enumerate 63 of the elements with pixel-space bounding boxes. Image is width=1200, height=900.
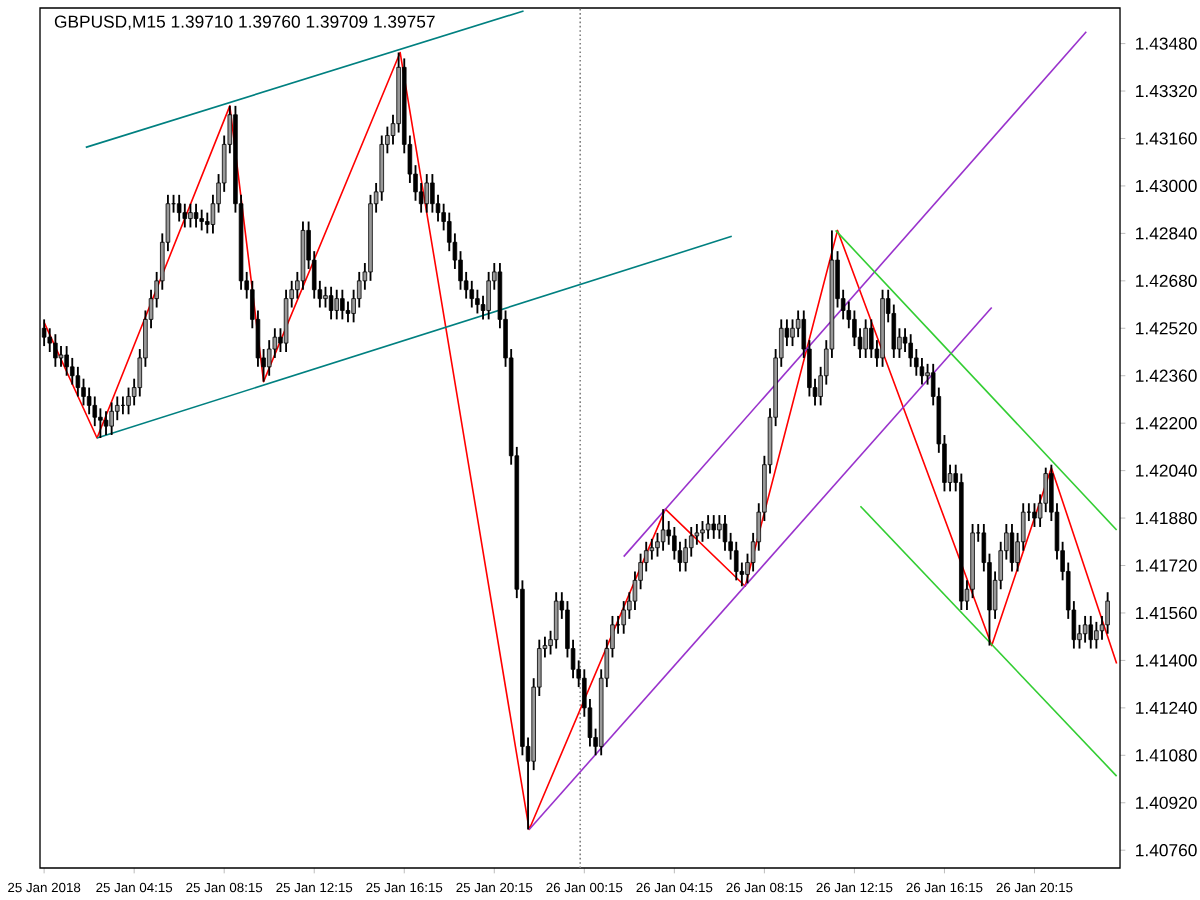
candlestick — [717, 514, 722, 540]
candlestick — [1094, 620, 1099, 650]
y-tick-label: 1.42840 — [1136, 227, 1197, 240]
candlestick — [700, 520, 705, 543]
candlestick — [424, 173, 430, 214]
y-tick-label: 1.43320 — [1136, 84, 1197, 98]
candlestick — [1088, 614, 1094, 650]
candlestick — [205, 211, 210, 235]
y-tick-label: 1.40760 — [1136, 844, 1197, 857]
y-tick-label: 1.40920 — [1136, 796, 1197, 809]
candlestick — [64, 345, 69, 377]
candlestick — [340, 288, 345, 321]
candlestick — [733, 540, 739, 582]
y-tick-label: 1.42520 — [1136, 322, 1197, 335]
candlestick — [199, 208, 204, 232]
candlestick — [621, 600, 626, 635]
candlestick — [126, 386, 131, 416]
candlestick — [75, 365, 81, 398]
candlestick — [109, 401, 114, 436]
candlestick — [176, 193, 182, 223]
candlestick — [1032, 502, 1037, 528]
candlestick — [193, 202, 199, 229]
candlestick — [553, 591, 559, 650]
y-tick-label: 1.43480 — [1136, 37, 1197, 50]
y-tick-label: 1.43160 — [1136, 132, 1197, 145]
candlestick — [722, 514, 728, 552]
y-tick-label: 1.41400 — [1136, 654, 1197, 667]
candlestick — [908, 333, 913, 368]
candlestick — [283, 288, 289, 353]
candlestick — [919, 356, 925, 386]
candlestick — [328, 285, 334, 321]
candlestick — [1082, 614, 1088, 644]
candlestick — [323, 285, 328, 309]
candlestick — [475, 288, 480, 315]
y-tick-label: 1.42680 — [1136, 274, 1197, 287]
candlestick — [705, 514, 711, 540]
y-tick-label: 1.41720 — [1136, 559, 1197, 572]
candlestick — [430, 173, 435, 214]
y-tick-label: 1.43000 — [1136, 179, 1197, 193]
y-tick-label: 1.42360 — [1136, 369, 1197, 382]
candlestick — [711, 514, 716, 540]
line-series — [43, 51, 1118, 831]
candlestick — [1105, 591, 1110, 635]
candlestick — [103, 410, 109, 436]
candlestick — [1009, 523, 1015, 573]
y-tick-label: 1.42040 — [1136, 464, 1197, 477]
chart-title: GBPUSD,M15 1.39710 1.39760 1.39709 1.39757 — [54, 15, 435, 30]
candlestick — [182, 202, 188, 229]
candlestick — [863, 318, 868, 359]
y-tick-label: 1.42200 — [1136, 417, 1197, 430]
y-tick-label: 1.41080 — [1136, 749, 1197, 762]
y-tick-label: 1.41240 — [1136, 701, 1197, 714]
y-tick-label: 1.41560 — [1136, 606, 1197, 620]
candlestick — [790, 318, 795, 348]
y-tick-label: 1.41880 — [1136, 511, 1197, 525]
candlestick — [869, 318, 874, 359]
candlestick — [53, 333, 58, 368]
candlestick — [469, 279, 475, 309]
candlestick — [334, 288, 339, 321]
candlestick — [660, 508, 666, 552]
candlestick — [188, 202, 193, 229]
candlestick — [58, 345, 64, 368]
candlestick — [486, 270, 491, 321]
